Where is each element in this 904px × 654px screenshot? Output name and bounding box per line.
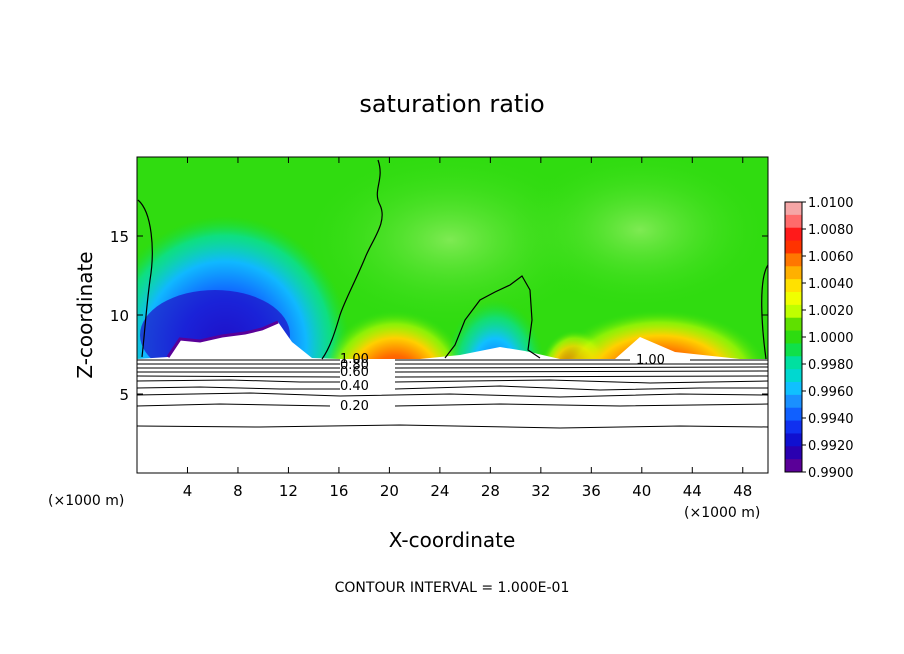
x-tick-label: 16 (329, 482, 348, 500)
contour-label-1: 1.00 (340, 352, 369, 367)
colorbar-label: 1.0100 (808, 196, 854, 211)
colorbar-swatch (785, 459, 802, 473)
colorbar-label: 0.9960 (808, 385, 854, 400)
purple-edge (166, 320, 279, 358)
colorbar-swatch (785, 433, 802, 447)
x-tick-label: 24 (430, 482, 449, 500)
x-tick-label: 44 (683, 482, 702, 500)
contour-080 (137, 366, 768, 369)
contour-010 (137, 424, 768, 429)
contour-040 (137, 385, 768, 391)
colorbar-swatch (785, 407, 802, 422)
colorbar-label: 1.0000 (808, 331, 854, 346)
colorbar-swatch (785, 202, 802, 216)
contour-1-left (137, 199, 153, 358)
y-tick-label: 5 (119, 386, 129, 404)
colorbar-swatch (785, 394, 802, 409)
colorbar-swatch (785, 446, 802, 460)
colorbar-swatch (785, 369, 802, 383)
colorbar-label: 0.9900 (808, 466, 854, 481)
plot-area (137, 157, 768, 473)
contour-label-3: 0.60 (340, 365, 369, 380)
x-tick-label: 8 (233, 482, 243, 500)
x-tick-label: 40 (632, 482, 651, 500)
x-tick-label: 28 (481, 482, 500, 500)
x-tick-label: 20 (380, 482, 399, 500)
colorbar-swatch (785, 317, 802, 332)
contour-label-2: 0.80 (340, 358, 369, 373)
contour-030 (137, 392, 768, 398)
x-tick-label: 36 (582, 482, 601, 500)
x-axis-ticks: 4 8 12 16 20 24 28 32 36 40 44 48 (183, 157, 752, 500)
colorbar-swatch (785, 240, 802, 254)
y-tick-label: 10 (110, 307, 129, 325)
colorbar-swatch (785, 382, 802, 396)
y-tick-label: 15 (110, 228, 129, 246)
contour-070 (137, 370, 768, 373)
colorbar-label: 1.0020 (808, 304, 854, 319)
colorbar-label: 0.9940 (808, 412, 854, 427)
contour-060 (137, 375, 768, 378)
contour-interval-note: CONTOUR INTERVAL = 1.000E-01 (335, 580, 570, 596)
colorbar-swatch (785, 420, 802, 434)
colorbar-swatch (785, 356, 802, 370)
x-tick-label: 48 (733, 482, 752, 500)
colorbar-swatch (785, 253, 802, 267)
colorbar-swatch (785, 304, 802, 319)
colorbar-swatch (785, 330, 802, 344)
contour-label-5: 0.20 (340, 399, 369, 414)
colorbar-label: 0.9980 (808, 358, 854, 373)
colorbar-labels: 1.0100 1.0080 1.0060 1.0040 1.0020 1.0000 0.99… (802, 196, 854, 481)
chart-title: saturation ratio (359, 90, 544, 118)
colorbar-swatch (785, 292, 802, 306)
y-axis-ticks: 5 10 15 (110, 228, 768, 404)
colorbar-label: 1.0060 (808, 250, 854, 265)
colorbar-label: 1.0040 (808, 277, 854, 292)
x-axis-label: X-coordinate (389, 528, 516, 552)
light-region-2 (510, 157, 768, 310)
contour-label-4: 0.40 (340, 379, 369, 394)
x-tick-label: 4 (183, 482, 193, 500)
colorbar-swatch (785, 343, 802, 357)
x-unit-right: (×1000 m) (684, 505, 760, 521)
colorbar-swatch (785, 279, 802, 293)
contour-1-middle (321, 159, 383, 360)
x-tick-label: 12 (279, 482, 298, 500)
y-axis-label: Z-coordinate (73, 251, 97, 378)
contour-label-6: 1.00 (636, 353, 665, 368)
x-unit-left: (×1000 m) (48, 493, 124, 509)
contour-1-bump (444, 275, 541, 359)
contour-1-right (761, 264, 768, 360)
contour-020 (137, 403, 768, 407)
colorbar-swatch (785, 214, 802, 229)
x-tick-label: 32 (531, 482, 550, 500)
colorbar-swatch (785, 266, 802, 280)
colorbar (784, 201, 803, 473)
contour-050 (137, 379, 768, 384)
colorbar-swatch (785, 227, 802, 242)
colorbar-label: 1.0080 (808, 223, 854, 238)
colorbar-label: 0.9920 (808, 439, 854, 454)
